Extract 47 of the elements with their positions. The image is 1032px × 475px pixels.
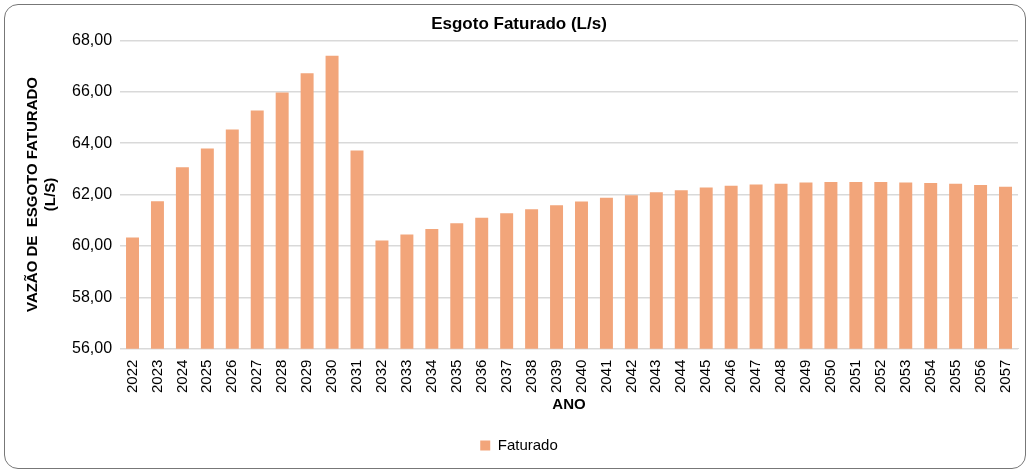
x-tick-label: 2024: [172, 359, 190, 394]
x-tick-label: 2034: [421, 359, 439, 394]
y-tick-label: 66,00: [71, 82, 113, 100]
x-tick-label: 2026: [222, 359, 240, 394]
y-tick-label: 60,00: [71, 236, 113, 254]
legend-label: Faturado: [497, 435, 558, 453]
x-tick-label: 2047: [746, 359, 764, 394]
y-tick-label: 64,00: [71, 133, 113, 151]
x-tick-label: 2050: [821, 359, 839, 394]
y-tick-label: 62,00: [71, 184, 113, 202]
x-tick-label: 2037: [496, 359, 514, 394]
x-tick-label: 2035: [446, 359, 464, 394]
x-tick-label: 2043: [646, 359, 664, 394]
x-tick-label: 2045: [696, 359, 714, 394]
y-tick-label: 56,00: [71, 339, 113, 357]
x-tick-label: 2042: [621, 359, 639, 394]
x-tick-label: 2054: [920, 359, 938, 394]
x-tick-label: 2039: [546, 359, 564, 394]
x-tick-label: 2053: [895, 359, 913, 394]
chart-title: Esgoto Faturado (L/s): [431, 13, 607, 33]
x-tick-label: 2036: [471, 359, 489, 394]
x-tick-label: 2028: [272, 359, 290, 394]
x-tick-label: 2051: [846, 359, 864, 394]
y-tick-label: 68,00: [71, 30, 113, 48]
x-tick-label: 2041: [596, 359, 614, 394]
x-tick-label: 2033: [397, 359, 415, 394]
x-tick-label: 2025: [197, 359, 215, 394]
x-tick-label: 2022: [122, 359, 140, 394]
x-tick-label: 2044: [671, 359, 689, 394]
x-tick-label: 2031: [347, 359, 365, 394]
x-axis-title: ANO: [552, 395, 587, 413]
x-tick-label: 2056: [970, 359, 988, 394]
x-tick-label: 2032: [372, 359, 390, 394]
x-tick-label: 2057: [995, 359, 1013, 394]
x-tick-label: 2023: [147, 359, 165, 394]
x-tick-label: 2038: [521, 359, 539, 394]
x-tick-label: 2046: [721, 359, 739, 394]
x-tick-label: 2048: [771, 359, 789, 394]
x-tick-label: 2049: [796, 359, 814, 394]
x-tick-label: 2052: [870, 359, 888, 394]
x-tick-label: 2030: [322, 359, 340, 394]
y-tick-label: 58,00: [71, 287, 113, 305]
x-tick-label: 2027: [247, 359, 265, 394]
x-tick-label: 2055: [945, 359, 963, 394]
y-axis-title: VAZÃO DE ESGOTO FATURADO (L/S): [23, 76, 59, 313]
x-tick-label: 2029: [297, 359, 315, 394]
x-tick-label: 2040: [571, 359, 589, 394]
